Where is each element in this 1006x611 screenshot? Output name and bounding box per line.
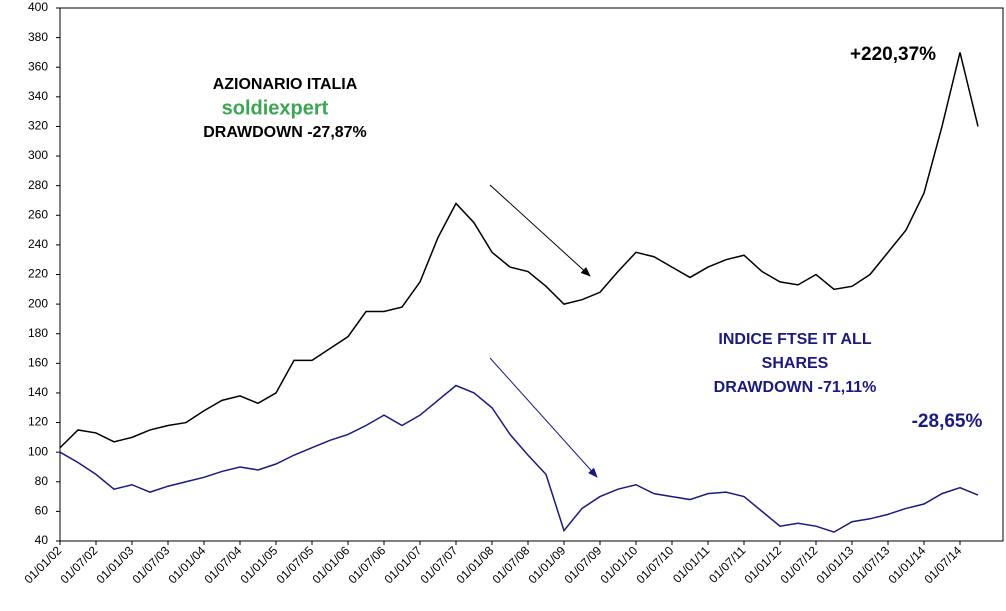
y-tick-label: 140 bbox=[28, 385, 48, 399]
y-tick-label: 120 bbox=[28, 415, 48, 429]
x-tick-label: 01/07/12 bbox=[777, 543, 820, 586]
y-tick-label: 300 bbox=[28, 148, 48, 162]
y-tick-label: 280 bbox=[28, 178, 48, 192]
x-tick-label: 01/07/03 bbox=[129, 543, 172, 586]
y-tick-label: 400 bbox=[28, 0, 48, 14]
series-line bbox=[59, 52, 979, 449]
y-tick-label: 360 bbox=[28, 59, 48, 73]
x-tick-label: 01/07/14 bbox=[921, 543, 964, 586]
x-tick-label: 01/01/12 bbox=[741, 543, 784, 586]
x-tick-label: 01/07/13 bbox=[849, 543, 892, 586]
x-tick-label: 01/01/09 bbox=[525, 543, 568, 586]
x-tick-label: 01/01/14 bbox=[885, 543, 928, 586]
x-tick-label: 01/01/10 bbox=[597, 543, 640, 586]
y-tick-label: 260 bbox=[28, 207, 48, 221]
x-tick-label: 01/01/03 bbox=[93, 543, 136, 586]
x-tick-label: 01/07/04 bbox=[201, 543, 244, 586]
x-tick-label: 01/01/11 bbox=[670, 543, 713, 586]
x-tick-label: 01/01/02 bbox=[21, 543, 64, 586]
x-tick-label: 01/07/11 bbox=[706, 543, 749, 586]
arrow bbox=[489, 357, 598, 478]
annotation: +220,37% bbox=[850, 44, 936, 65]
y-tick-label: 160 bbox=[28, 356, 48, 370]
y-tick-label: 180 bbox=[28, 326, 48, 340]
arrow bbox=[489, 184, 591, 277]
x-tick-label: 01/07/02 bbox=[57, 543, 100, 586]
x-tick-label: 01/01/06 bbox=[309, 543, 352, 586]
x-tick-label: 01/01/07 bbox=[381, 543, 424, 586]
annotation: soldiexpert bbox=[222, 97, 329, 119]
y-tick-label: 380 bbox=[28, 30, 48, 44]
x-tick-label: 01/07/07 bbox=[417, 543, 460, 586]
x-tick-label: 01/01/04 bbox=[165, 543, 208, 586]
x-tick-label: 01/07/09 bbox=[561, 543, 604, 586]
x-tick-label: 01/01/13 bbox=[813, 543, 856, 586]
annotation: INDICE FTSE IT ALL bbox=[718, 331, 871, 348]
annotation: SHARES bbox=[762, 355, 829, 372]
annotation: -28,65% bbox=[912, 411, 983, 432]
y-tick-label: 320 bbox=[28, 119, 48, 133]
x-tick-label: 01/07/06 bbox=[345, 543, 388, 586]
series-line bbox=[59, 384, 979, 533]
y-tick-label: 340 bbox=[28, 89, 48, 103]
annotation: AZIONARIO ITALIA bbox=[213, 76, 358, 93]
y-tick-label: 100 bbox=[28, 444, 48, 458]
y-tick-label: 80 bbox=[35, 474, 49, 488]
y-tick-label: 240 bbox=[28, 237, 48, 251]
x-tick-label: 01/07/05 bbox=[273, 543, 316, 586]
y-tick-label: 200 bbox=[28, 296, 48, 310]
y-tick-label: 40 bbox=[35, 533, 49, 547]
x-tick-label: 01/07/10 bbox=[633, 543, 676, 586]
x-tick-label: 01/07/08 bbox=[489, 543, 532, 586]
annotation: DRAWDOWN -71,11% bbox=[714, 379, 877, 396]
annotation: DRAWDOWN -27,87% bbox=[203, 124, 367, 141]
y-tick-label: 60 bbox=[35, 504, 49, 518]
y-tick-label: 220 bbox=[28, 267, 48, 281]
x-tick-label: 01/01/08 bbox=[453, 543, 496, 586]
x-tick-label: 01/01/05 bbox=[237, 543, 280, 586]
